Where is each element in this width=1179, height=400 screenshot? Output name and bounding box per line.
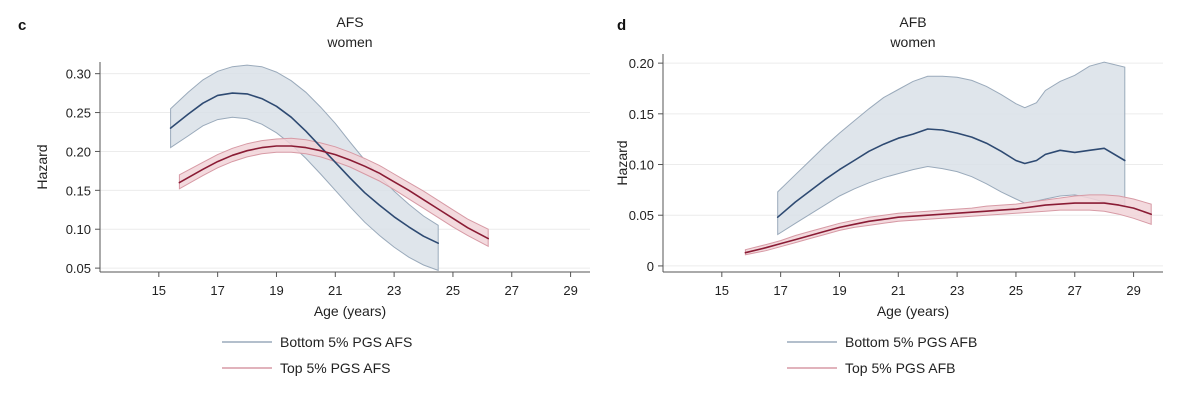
panel-label: c xyxy=(18,17,26,34)
legend: Bottom 5% PGS AFS Top 5% PGS AFS xyxy=(222,334,412,376)
panel-label: d xyxy=(617,17,626,34)
confidence-band-top-5-pgs-afb xyxy=(744,194,1152,256)
y-tick-label: 0.20 xyxy=(66,144,91,159)
y-axis-label: Hazard xyxy=(34,144,50,189)
legend-label-top-5: Top 5% PGS AFS xyxy=(280,360,391,376)
x-tick-label: 27 xyxy=(1068,283,1082,298)
x-tick-label: 27 xyxy=(505,283,519,298)
series-line-top-5-pgs-afb xyxy=(744,202,1152,254)
plot-area: 0 0.05 0.10 0.15 0.20 15 17 19 21 23 25 27 29 xyxy=(629,56,1163,298)
x-tick-label: 15 xyxy=(715,283,729,298)
x-tick-label: 23 xyxy=(950,283,964,298)
x-tick-label: 29 xyxy=(1126,283,1140,298)
y-tick-label: 0.10 xyxy=(629,158,654,173)
series-line-top-5-pgs-afs xyxy=(178,145,490,240)
x-tick-label: 25 xyxy=(446,283,460,298)
chart-subtitle: women xyxy=(326,34,372,50)
x-tick-label: 29 xyxy=(563,283,577,298)
legend-label-bottom-5: Bottom 5% PGS AFS xyxy=(280,334,412,350)
x-axis-label: Age (years) xyxy=(877,303,949,319)
y-tick-label: 0.20 xyxy=(629,56,654,71)
y-tick-label: 0 xyxy=(647,259,654,274)
y-tick-label: 0.05 xyxy=(66,261,91,276)
y-tick-label: 0.10 xyxy=(66,222,91,237)
x-tick-label: 19 xyxy=(832,283,846,298)
x-tick-label: 21 xyxy=(328,283,342,298)
y-axis-label: Hazard xyxy=(614,140,630,185)
chart-title: AFS xyxy=(336,14,363,30)
legend-label-bottom-5: Bottom 5% PGS AFB xyxy=(845,334,977,350)
plot-area: 0.05 0.10 0.15 0.20 0.25 0.30 15 17 19 21 23 25 27 29 xyxy=(66,64,590,298)
legend: Bottom 5% PGS AFB Top 5% PGS AFB xyxy=(787,334,977,376)
x-tick-label: 23 xyxy=(387,283,401,298)
x-axis-label: Age (years) xyxy=(314,303,386,319)
x-tick-label: 25 xyxy=(1009,283,1023,298)
x-tick-label: 15 xyxy=(152,283,166,298)
y-tick-label: 0.15 xyxy=(66,183,91,198)
chart-title: AFB xyxy=(899,14,926,30)
chart-panel-d: d AFB women 0 0.05 0.10 0.15 0.20 15 17 19 21 23 2… xyxy=(614,14,1163,376)
chart-panel-c: c AFS women 0.05 0.10 0.15 0.20 0.25 0.30 15 17… xyxy=(18,14,590,376)
confidence-band-bottom-5-pgs-afs xyxy=(170,64,439,272)
x-tick-label: 21 xyxy=(891,283,905,298)
y-tick-label: 0.15 xyxy=(629,107,654,122)
x-tick-label: 19 xyxy=(269,283,283,298)
series-line-bottom-5-pgs-afs xyxy=(169,92,440,244)
chart-subtitle: women xyxy=(889,34,935,50)
y-tick-label: 0.30 xyxy=(66,67,91,82)
x-tick-label: 17 xyxy=(210,283,224,298)
y-tick-label: 0.25 xyxy=(66,106,91,121)
series-line-bottom-5-pgs-afb xyxy=(776,128,1126,218)
x-tick-label: 17 xyxy=(773,283,787,298)
y-tick-label: 0.05 xyxy=(629,208,654,223)
legend-label-top-5: Top 5% PGS AFB xyxy=(845,360,956,376)
